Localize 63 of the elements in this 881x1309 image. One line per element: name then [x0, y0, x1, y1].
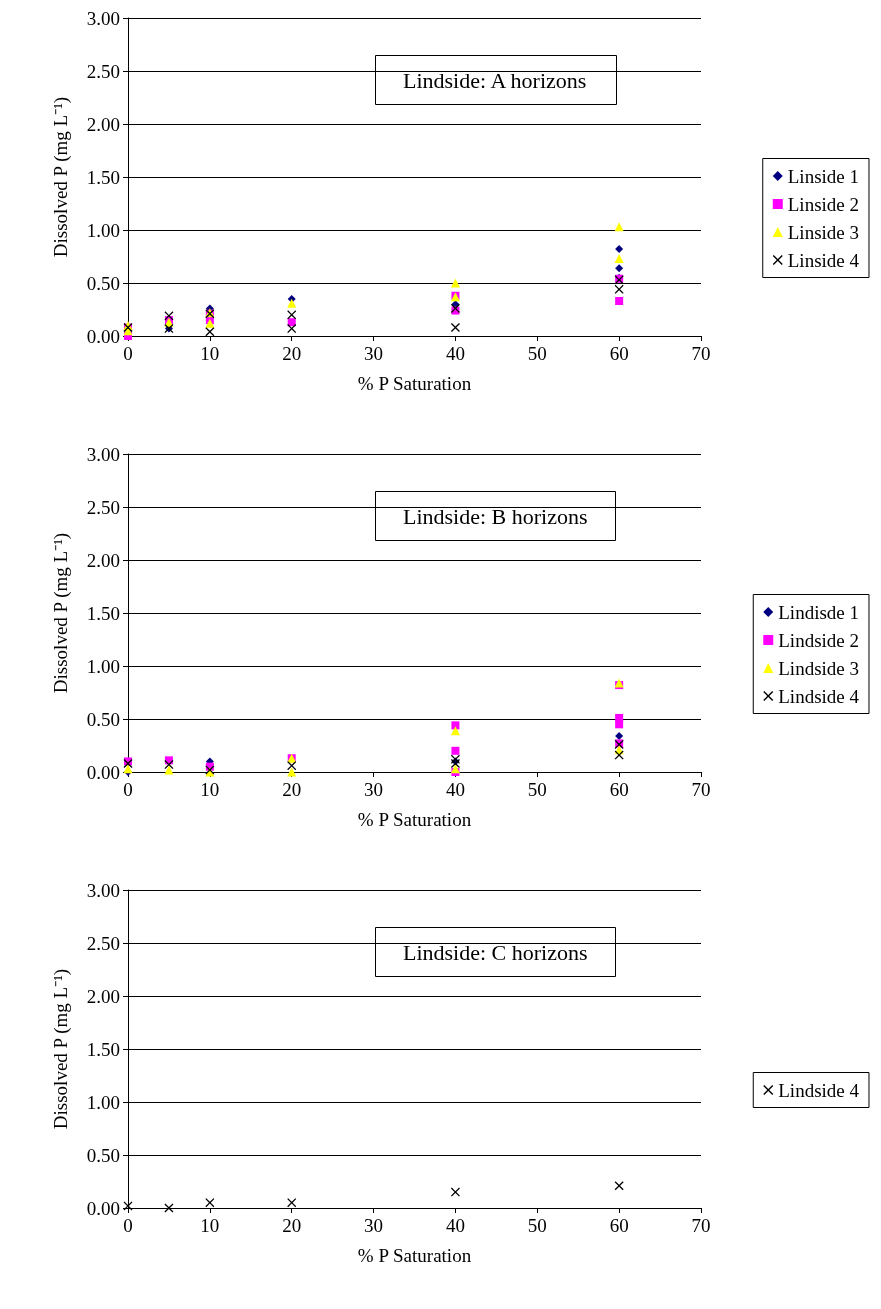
x-tick-label: 60	[609, 1215, 629, 1236]
x-tick-label: 10	[200, 343, 220, 364]
x-tick-label: 30	[364, 779, 384, 800]
y-tick-label: 3.00	[86, 7, 120, 29]
x-tick-label: 40	[445, 1215, 465, 1236]
x-tick-label: 70	[691, 1215, 711, 1236]
legend-label: Linside 4	[787, 249, 860, 271]
y-tick-label: 2.00	[86, 985, 120, 1007]
y-tick-label: 0.50	[86, 272, 120, 294]
x-tick-label: 50	[527, 1215, 547, 1236]
y-tick-label: 1.00	[86, 219, 120, 241]
x-tick-label: 20	[282, 343, 302, 364]
y-tick-label: 3.00	[86, 879, 120, 901]
legend-label: Lindisde 1	[778, 601, 860, 623]
y-tick-label: 0.00	[86, 761, 120, 783]
legend-label: Linside 2	[787, 193, 860, 215]
y-tick-label: 2.00	[86, 113, 120, 135]
y-tick-label: 0.50	[86, 1144, 120, 1166]
x-tick-label: 0	[123, 779, 133, 800]
y-tick-label: 1.00	[86, 655, 120, 677]
x-axis-title: % P Saturation	[357, 1245, 472, 1266]
x-tick-label: 70	[691, 343, 711, 364]
y-tick-label: 0.00	[86, 1197, 120, 1219]
x-tick-label: 0	[123, 343, 133, 364]
x-tick-label: 10	[200, 779, 220, 800]
x-tick-label: 60	[609, 779, 629, 800]
legend-label: Linside 1	[787, 165, 860, 187]
legend-label: Lindside 4	[778, 685, 860, 707]
y-tick-label: 0.00	[86, 325, 120, 347]
x-tick-label: 30	[364, 343, 384, 364]
x-tick-label: 50	[527, 343, 547, 364]
y-tick-label: 1.50	[86, 166, 120, 188]
y-tick-label: 2.50	[86, 932, 120, 954]
y-tick-label: 2.00	[86, 549, 120, 571]
y-axis-title: Dissolved P (mg L⁻¹)	[50, 532, 72, 694]
legend-label: Lindside 2	[778, 629, 860, 651]
x-tick-label: 50	[527, 779, 547, 800]
text: Lindside: A horizons	[403, 67, 587, 93]
x-tick-label: 70	[691, 779, 711, 800]
x-tick-label: 10	[200, 1215, 220, 1236]
y-tick-label: 0.50	[86, 708, 120, 730]
y-tick-label: 3.00	[86, 443, 120, 465]
x-axis-title: % P Saturation	[357, 809, 472, 830]
y-axis-title: Dissolved P (mg L⁻¹)	[50, 96, 72, 258]
y-tick-label: 1.00	[86, 1091, 120, 1113]
x-tick-label: 30	[364, 1215, 384, 1236]
x-tick-label: 20	[282, 1215, 302, 1236]
legend-label: Lindside 3	[778, 657, 860, 679]
y-tick-label: 2.50	[86, 496, 120, 518]
y-tick-label: 2.50	[86, 60, 120, 82]
legend-label: Linside 3	[787, 221, 860, 243]
text: Lindside: C horizons	[403, 939, 588, 965]
y-tick-label: 1.50	[86, 1038, 120, 1060]
legend-label: Lindside 4	[778, 1079, 860, 1101]
x-tick-label: 60	[609, 343, 629, 364]
x-tick-label: 40	[445, 779, 465, 800]
y-tick-label: 1.50	[86, 602, 120, 624]
x-tick-label: 0	[123, 1215, 133, 1236]
text: Lindside: B horizons	[403, 503, 588, 529]
x-tick-label: 20	[282, 779, 302, 800]
x-axis-title: % P Saturation	[357, 373, 472, 394]
y-axis-title: Dissolved P (mg L⁻¹)	[50, 968, 72, 1130]
x-tick-label: 40	[445, 343, 465, 364]
